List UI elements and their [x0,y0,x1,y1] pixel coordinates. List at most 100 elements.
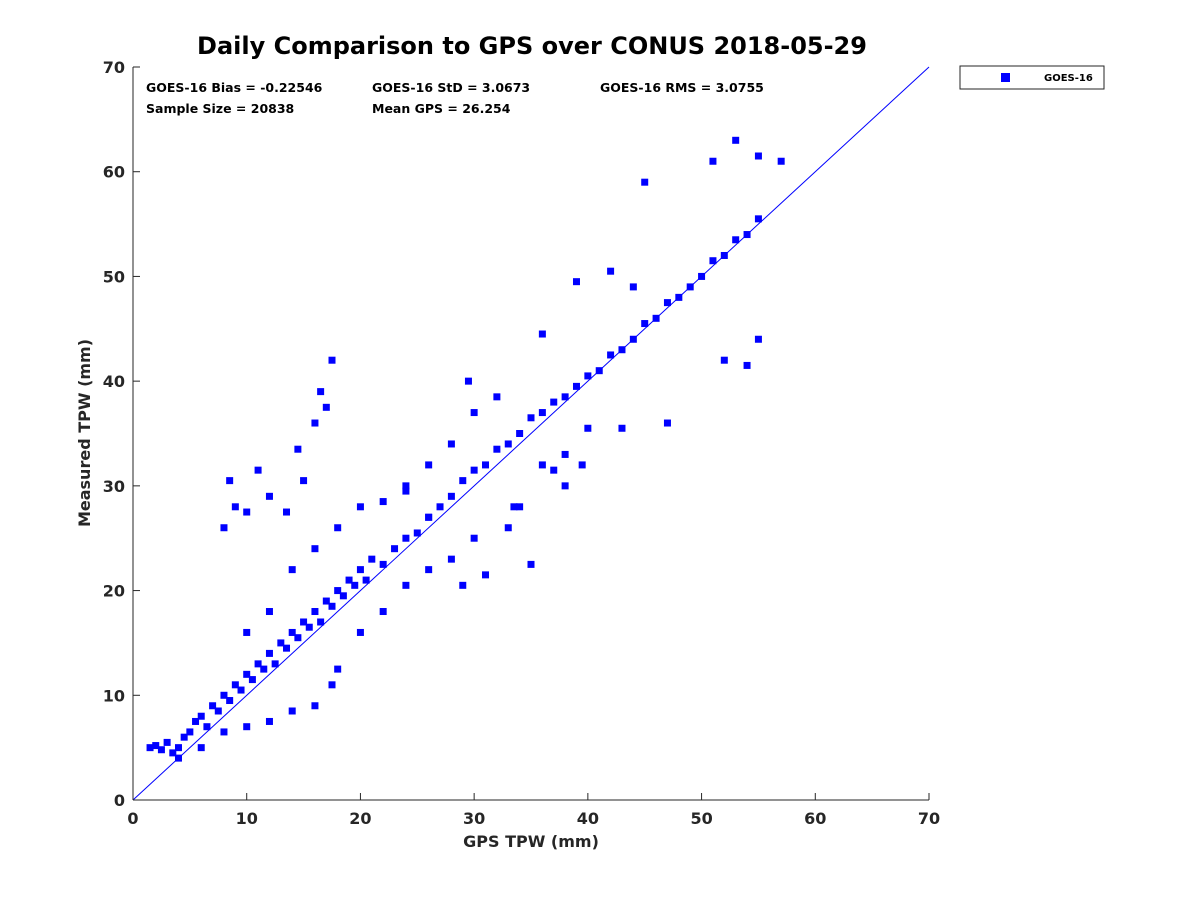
scatter-point [561,450,569,458]
scatter-point [538,461,546,469]
scatter-point [584,372,592,380]
axes: 0 10 20 30 40 50 60 70 0 10 20 30 40 50 60 70 [103,58,940,828]
scatter-point [663,419,671,427]
scatter-point [283,644,291,652]
scatter-point [447,555,455,563]
scatter-point [578,461,586,469]
scatter-point [300,477,308,485]
scatter-point [294,634,302,642]
x-tick-label: 60 [804,809,826,828]
scatter-point [334,665,342,673]
scatter-point [192,717,200,725]
scatter-point [254,466,262,474]
scatter-point [493,445,501,453]
y-tick-label: 60 [103,163,125,182]
scatter-point [317,618,325,626]
scatter-point [322,597,330,605]
scatter-point [516,503,524,511]
stats-panel: GOES-16 Bias = -0.22546 GOES-16 StD = 3.… [146,80,764,116]
scatter-point [572,382,580,390]
scatter-point [447,440,455,448]
scatter-point [754,152,762,160]
scatter-point [732,136,740,144]
legend-label: GOES-16 [1044,73,1093,84]
x-tick-label: 20 [349,809,371,828]
scatter-point [379,608,387,616]
scatter-point [379,560,387,568]
scatter-point [777,157,785,165]
stat-std: GOES-16 StD = 3.0673 [372,80,530,95]
scatter-point [402,487,410,495]
scatter-point [271,660,279,668]
scatter-point [561,482,569,490]
scatter-point [527,560,535,568]
scatter-point [470,409,478,417]
scatter-point [209,702,217,710]
scatter-point [641,178,649,186]
scatter-point [527,414,535,422]
scatter-point [265,717,273,725]
scatter-point [493,393,501,401]
legend: GOES-16 [959,65,1105,90]
scatter-point [231,681,239,689]
chart-title: Daily Comparison to GPS over CONUS 2018-… [197,32,867,60]
one-to-one-line [132,66,930,801]
scatter-point [464,377,472,385]
scatter-point [277,639,285,647]
data-points [146,136,785,762]
stat-rms: GOES-16 RMS = 3.0755 [600,80,764,95]
x-tick-label: 10 [236,809,258,828]
scatter-point [362,576,370,584]
scatter-point [345,576,353,584]
scatter-point [402,534,410,542]
y-tick-label: 10 [103,686,125,705]
scatter-point [663,299,671,307]
scatter-point [754,215,762,223]
legend-box [959,65,1105,90]
scatter-point [550,398,558,406]
scatter-point [311,545,319,553]
scatter-point [368,555,376,563]
scatter-point [425,461,433,469]
y-axis-label: Measured TPW (mm) [75,339,94,527]
scatter-point [169,749,177,757]
scatter-point [709,157,717,165]
scatter-point [265,608,273,616]
scatter-point [174,744,182,752]
scatter-point [311,702,319,710]
y-tick-label: 40 [103,372,125,391]
scatter-point [459,581,467,589]
y-tick-label: 50 [103,267,125,286]
scatter-point [459,477,467,485]
scatter-point [300,618,308,626]
y-tick-label: 70 [103,58,125,77]
scatter-point [470,534,478,542]
scatter-point [339,592,347,600]
scatter-point [754,335,762,343]
scatter-point [157,746,165,754]
scatter-point [322,403,330,411]
x-tick-label: 0 [127,809,138,828]
scatter-point [402,482,410,490]
stat-bias: GOES-16 Bias = -0.22546 [146,80,323,95]
scatter-point [226,477,234,485]
scatter-point [163,738,171,746]
scatter-point [152,742,160,750]
scatter-point [197,744,205,752]
x-tick-label: 50 [690,809,712,828]
scatter-point [351,581,359,589]
x-tick-label: 40 [577,809,599,828]
scatter-point [220,728,228,736]
x-axis-label: GPS TPW (mm) [463,832,599,851]
x-tick-label: 30 [463,809,485,828]
scatter-point [317,388,325,396]
scatter-point [283,508,291,516]
scatter-point [186,728,194,736]
scatter-point [328,681,336,689]
scatter-point [356,566,364,574]
scatter-point [641,320,649,328]
scatter-point [265,649,273,657]
scatter-point [510,503,518,511]
scatter-point [311,419,319,427]
